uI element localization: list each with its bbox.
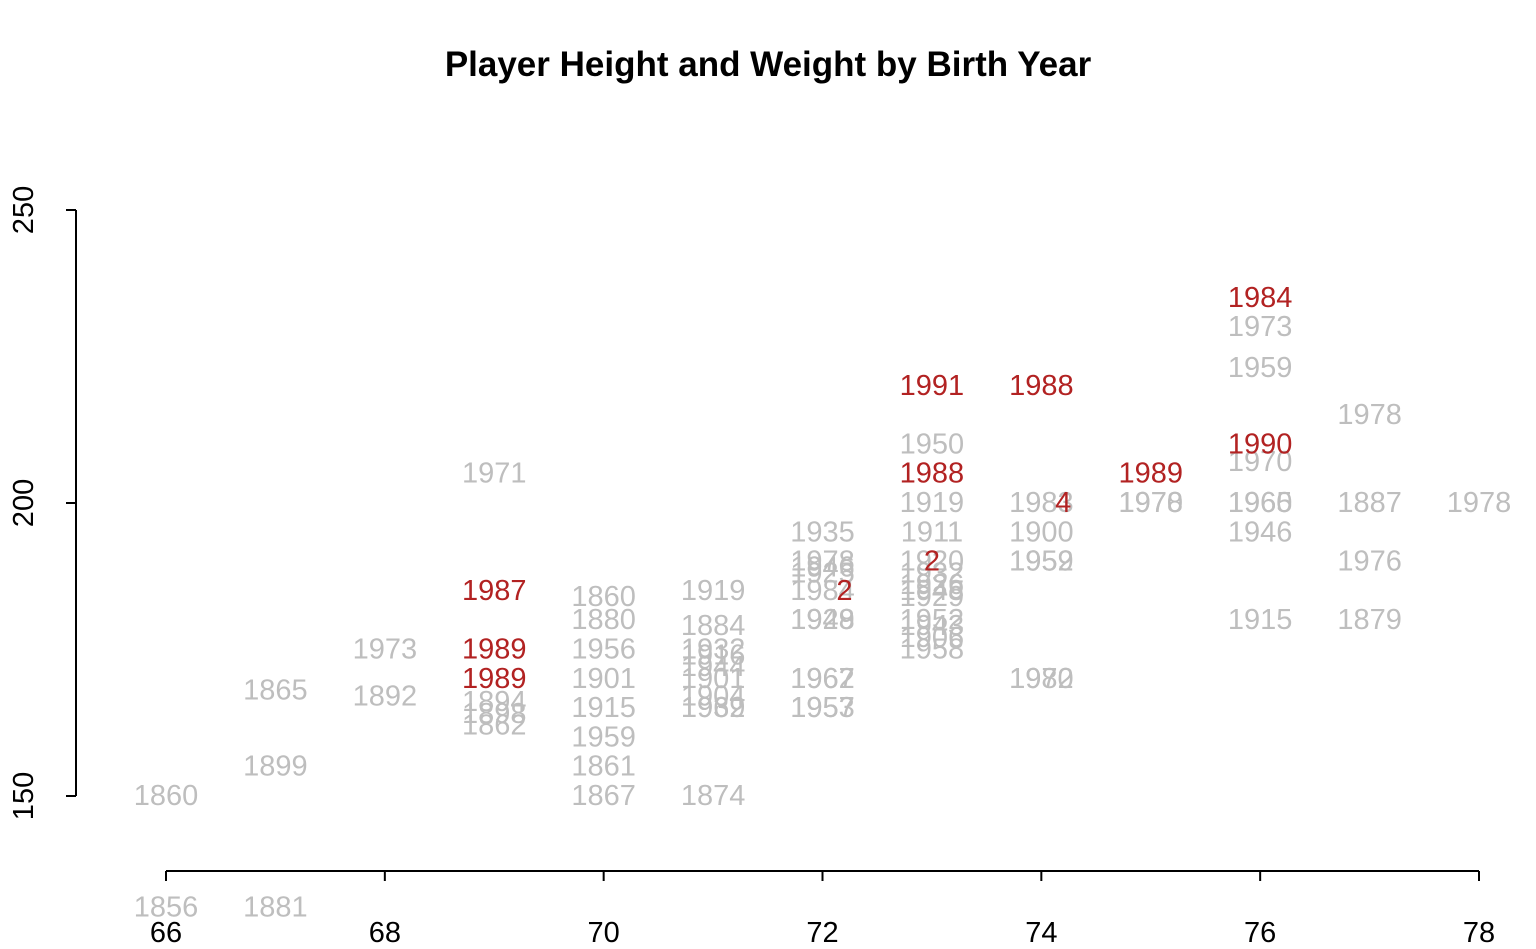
data-point-label: 1965 [1228,487,1293,519]
data-point-label: 1962 [681,692,746,724]
data-point-label: 1916 [681,639,746,671]
y-tick-label: 150 [8,772,40,820]
data-point-label: 4 [1055,487,1071,519]
data-point-label: 1978 [1337,399,1402,431]
data-point-label: 1952 [1009,546,1074,578]
data-point-label: 1879 [1337,604,1402,636]
data-point-label: 1967 [790,663,855,695]
data-point-label: 1950 [900,428,965,460]
data-point-label: 1900 [1009,516,1074,548]
data-point-label: 1978 [1447,487,1512,519]
data-point-label: 1959 [1009,546,1074,578]
data-point-label: 1935 [790,516,855,548]
data-point-label: 1915 [1228,604,1293,636]
data-point-label: 1862 [462,710,527,742]
y-tick-label: 250 [8,186,40,234]
data-point-label: 1976 [1337,546,1402,578]
x-tick-label: 70 [588,917,620,949]
x-tick-label: 66 [150,917,182,949]
data-point-label: 1867 [571,780,636,812]
data-point-label: 1984 [1228,282,1293,314]
data-point-label: 1960 [1228,487,1293,519]
data-point-label: 1884 [681,610,746,642]
data-point-label: 1939 [681,692,746,724]
x-tick-label: 78 [1463,917,1495,949]
data-point-label: 1932 [681,634,746,666]
data-point-label: 1911 [901,516,963,548]
data-point-label: 1919 [900,487,965,519]
data-point-label: 1919 [681,575,746,607]
x-tick-label: 76 [1244,917,1276,949]
data-point-label: 1959 [571,721,636,753]
data-point-label: 1901 [681,663,746,695]
data-point-label: 1860 [134,780,199,812]
data-point-label: 1892 [353,680,418,712]
data-point-label: 1983 [1009,487,1074,519]
data-point-label: 1946 [1228,516,1293,548]
data-point-label: 1988 [900,458,965,490]
data-point-label: 1899 [243,751,308,783]
y-tick-label: 200 [8,479,40,527]
data-point-label: 1880 [571,604,636,636]
data-point-label: 1989 [1118,458,1183,490]
data-point-label: 1948 [900,575,965,607]
data-point-label: 1943 [900,610,965,642]
data-point-label: 1932 [900,557,965,589]
data-point-label: 2 [836,575,852,607]
data-point-label: 2 [924,546,940,578]
data-point-label: 1952 [900,604,965,636]
x-tick-label: 72 [806,917,838,949]
data-point-label: 1984 [790,575,855,607]
data-point-label: 1991 [900,370,965,402]
data-point-label: 1956 [571,634,636,666]
data-point-label: 1915 [571,692,636,724]
data-point-label: 1989 [462,663,527,695]
data-point-label: 1925 [790,557,855,589]
data-point-label: 1887 [1337,487,1402,519]
data-point-label: 1982 [1009,663,1074,695]
data-point-label: 1865 [243,675,308,707]
data-point-label: 1973 [353,634,418,666]
data-point-label: 1898 [462,698,527,730]
data-point-label: 1959 [1228,352,1293,384]
data-point-label: 1856 [134,891,199,923]
point-labels: 1860 1856 1881 1899 1865 1973 1892 1971 18941898… [134,282,1512,923]
data-point-label: 1987 [462,575,527,607]
data-point-label: 1990 [1228,428,1293,460]
data-point-label: 1970 [1118,487,1183,519]
chart-title: Player Height and Weight by Birth Year [445,45,1092,84]
data-point-label: 1920 [900,546,965,578]
data-point-label: 1904 [681,680,746,712]
data-point-label: 1906 [900,622,965,654]
data-point-label: 1874 [681,780,746,812]
data-point-label: 1958 [900,634,965,666]
data-point-label: 1970 [1228,446,1293,478]
data-point-label: 1861 [571,751,636,783]
data-point-label: 1926 [900,569,965,601]
data-point-label: 1944 [681,651,746,683]
data-point-label: 1989 [462,634,527,666]
data-point-label: 1946 [790,551,855,583]
data-point-label: 1988 [1009,370,1074,402]
axes: 66 68 70 72 74 76 78 150 200 250 [8,186,1495,949]
data-point-label: 1957 [790,692,855,724]
data-point-label: 1881 [243,891,308,923]
data-point-label: 1970 [1009,663,1074,695]
data-point-label: 1953 [790,692,855,724]
data-point-label: 1901 [571,663,636,695]
data-point-label: 1928 [790,604,855,636]
x-tick-label: 74 [1025,917,1057,949]
data-point-label: 1973 [1228,311,1293,343]
data-point-label: 1978 [790,546,855,578]
data-point-label: 1860 [571,581,636,613]
data-point-label: 1962 [790,663,855,695]
data-point-label: 1949 [790,604,855,636]
data-point-label: 1971 [462,458,527,490]
data-point-label: 1894 [462,686,527,718]
data-point-label: 1929 [900,581,965,613]
data-point-label: 1978 [1118,487,1183,519]
x-tick-label: 68 [369,917,401,949]
